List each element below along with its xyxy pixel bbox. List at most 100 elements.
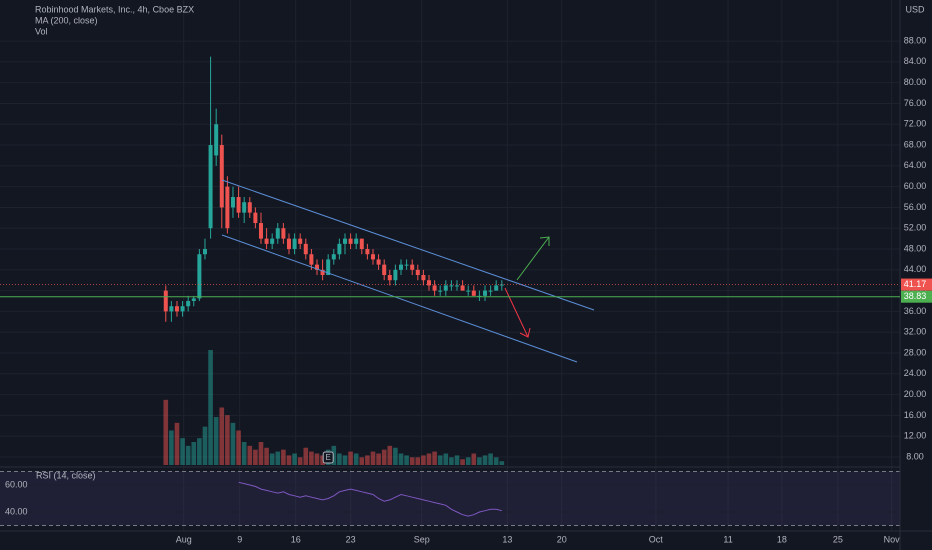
candle-body	[449, 285, 454, 287]
volume-bar	[219, 407, 225, 465]
rsi-legend: RSI (14, close)	[36, 470, 96, 480]
candle-body	[471, 290, 476, 296]
candle-body	[236, 197, 241, 213]
y-tick-label: 48.00	[904, 243, 927, 253]
volume-bar	[320, 455, 325, 465]
y-tick-label: 28.00	[904, 347, 927, 357]
y-tick-label: 68.00	[904, 139, 927, 149]
volume-bar	[493, 457, 499, 465]
grid	[0, 0, 900, 531]
volume-bar	[393, 447, 398, 465]
volume-bar	[269, 453, 275, 465]
symbol-title: Robinhood Markets, Inc., 4h, Cboe BZX	[35, 4, 194, 14]
x-tick-label: 11	[723, 534, 732, 544]
volume-bar	[253, 449, 258, 465]
candle-body	[163, 290, 168, 312]
volume-bar	[180, 438, 185, 465]
candle-body	[455, 285, 460, 287]
candle-body	[326, 259, 331, 276]
candle-body	[191, 298, 196, 302]
candle-body	[488, 290, 493, 292]
volume-bar	[370, 451, 376, 465]
candle-body	[174, 306, 179, 312]
volume-bar	[258, 442, 264, 465]
candle-body	[264, 238, 269, 244]
y-tick-label: 32.00	[904, 327, 927, 337]
up-arrow-head	[539, 236, 550, 246]
candle-body	[258, 223, 263, 239]
volume-bar	[174, 422, 180, 465]
y-tick-label: 56.00	[904, 202, 927, 212]
candle-body	[169, 306, 174, 312]
volume-bar	[236, 430, 241, 465]
volume-bar	[348, 451, 353, 465]
x-tick-label: Nov	[884, 534, 901, 544]
earnings-label: E	[326, 453, 331, 462]
y-tick-label: 20.00	[904, 389, 927, 399]
candle-body	[370, 254, 375, 260]
volume-bar	[415, 457, 421, 465]
volume-bar	[191, 442, 197, 465]
volume-bar	[281, 449, 286, 465]
volume-bar	[297, 457, 303, 465]
volume-bar	[169, 430, 174, 465]
volume-bar	[185, 445, 191, 465]
candle-body	[342, 238, 347, 244]
currency: USD	[905, 4, 925, 14]
candle-body	[494, 285, 499, 291]
candle-body	[354, 238, 359, 244]
candle-body	[382, 264, 387, 276]
y-tick-label: 52.00	[904, 223, 927, 233]
x-tick-label: 13	[502, 534, 512, 544]
candle-body	[483, 290, 488, 296]
candle-body	[292, 238, 297, 250]
candle-body	[202, 249, 207, 255]
y-tick-label: 60.00	[904, 181, 927, 191]
volume-bar	[197, 438, 202, 465]
candle-body	[337, 243, 342, 255]
y-tick-label: 16.00	[904, 410, 927, 420]
candle-body	[466, 290, 471, 292]
x-tick-label: 9	[237, 534, 242, 544]
x-tick-label: 16	[291, 534, 301, 544]
volume-bar	[303, 447, 309, 465]
candle-body	[443, 285, 448, 291]
candle-body	[309, 254, 314, 265]
volume-bar	[213, 417, 219, 465]
horizontal-line-label: 38.83	[904, 291, 927, 301]
candle-body	[281, 228, 286, 239]
candle-body	[180, 306, 185, 312]
y-tick-label: 72.00	[904, 119, 927, 129]
volume-bar	[292, 453, 297, 465]
volume-bar	[286, 455, 292, 465]
x-tick-label: 25	[833, 534, 843, 544]
channel-lower	[221, 234, 578, 363]
volume-bar	[460, 459, 465, 465]
volume-bar	[353, 453, 359, 465]
volume-bar	[488, 453, 493, 465]
volume-bar	[404, 455, 409, 465]
candle-body	[270, 238, 275, 244]
candle-body	[387, 275, 392, 281]
x-tick-label: 20	[557, 534, 567, 544]
candle-body	[421, 275, 426, 281]
candle-body	[432, 285, 437, 291]
volume-bar	[409, 457, 415, 465]
y-tick-label: 44.00	[904, 264, 927, 274]
candle-body	[230, 197, 235, 208]
volume-bar	[477, 457, 482, 465]
volume-bar	[465, 457, 471, 465]
volume-bar	[499, 461, 505, 465]
candle-body	[253, 212, 258, 224]
rsi-line	[238, 481, 502, 517]
candle-body	[348, 238, 353, 244]
candle-body	[214, 124, 219, 156]
earnings-badge	[322, 451, 334, 464]
volume-bar	[421, 455, 426, 465]
volume-bar	[426, 453, 432, 465]
y-tick-label: 12.00	[904, 431, 927, 441]
volume-bar	[359, 457, 365, 465]
volume-bar	[247, 445, 253, 465]
volume-bar	[342, 455, 348, 465]
candle-body	[376, 259, 381, 265]
